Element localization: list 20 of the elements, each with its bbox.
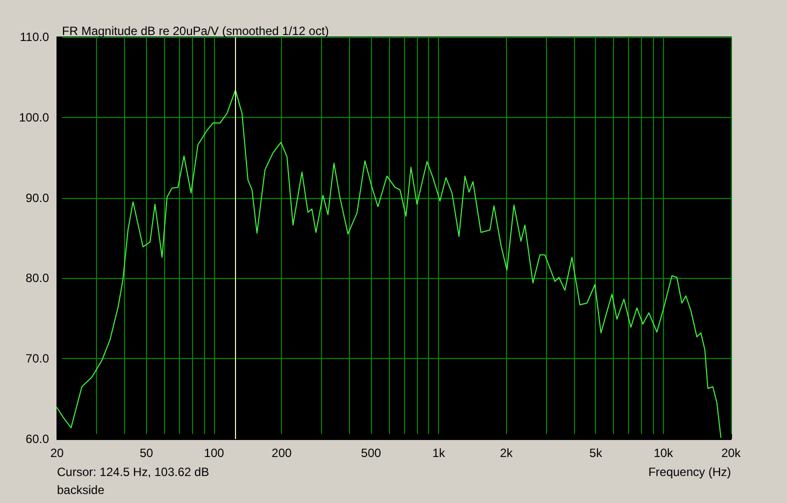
y-tick-label: 100.0 [18,110,50,124]
y-tick-label: 70.0 [26,352,50,366]
x-tick-label: 200 [272,446,292,460]
x-tick-label: 20k [721,446,742,460]
x-tick-label: 5k [589,446,604,460]
x-axis-title: Frequency (Hz) [648,465,732,479]
x-tick-label: 500 [361,446,382,460]
x-tick-label: 20 [50,446,64,460]
text: backside [57,483,105,497]
chart-title: FR Magnitude dB re 20uPa/V (smoothed 1/12 oct) [62,24,329,38]
text: Cursor: 124.5 Hz, 103.62 dB [57,465,210,479]
y-tick-label: 90.0 [26,190,50,205]
x-tick-label: 1k [432,446,446,460]
x-tick-label: 2k [500,446,514,460]
x-tick-label: 50 [140,446,154,460]
x-tick-label: 100 [204,446,224,460]
x-tick-label: 10k [654,446,674,460]
y-tick-label: 110.0 [20,30,50,44]
y-tick-label: 60.0 [26,432,50,446]
y-tick-label: 80.0 [26,271,50,286]
